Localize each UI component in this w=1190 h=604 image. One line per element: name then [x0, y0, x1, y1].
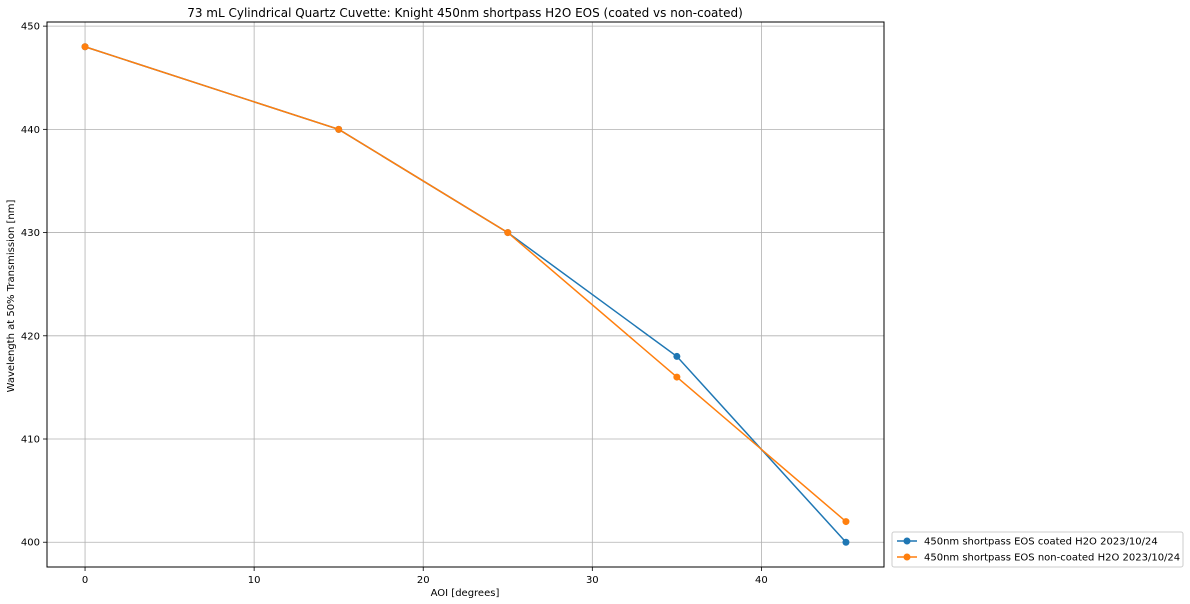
- chart-title: 73 mL Cylindrical Quartz Cuvette: Knight…: [187, 6, 743, 20]
- y-tick-label: 410: [21, 435, 40, 446]
- legend-box: [891, 531, 1184, 568]
- legend-label: 450nm shortpass EOS non-coated H2O 2023/…: [924, 553, 1180, 564]
- series-1-point: [673, 352, 681, 360]
- series-2-point: [842, 518, 850, 526]
- y-tick-label: 450: [21, 22, 40, 33]
- series-2-point: [673, 373, 681, 381]
- legend-swatch-marker: [903, 553, 911, 561]
- series-2-point: [81, 43, 89, 51]
- series-1-point: [842, 538, 850, 546]
- y-tick-label: 440: [21, 125, 40, 136]
- y-tick-label: 430: [21, 228, 40, 239]
- series-line-1: [84, 46, 847, 543]
- x-tick-label: 40: [755, 575, 768, 586]
- y-axis-label: Wavelength at 50% Transmission [nm]: [6, 200, 17, 393]
- legend-label: 450nm shortpass EOS coated H2O 2023/10/2…: [924, 537, 1158, 548]
- axis-ticks: 0 10 20 30 40 400 410 420 430 440 450: [21, 22, 768, 586]
- series-group: [81, 43, 850, 546]
- series-line-2: [84, 46, 847, 523]
- legend-swatch-marker: [903, 537, 911, 545]
- grid: [47, 22, 884, 567]
- x-axis-label: AOI [degrees]: [431, 588, 500, 599]
- series-2-point: [335, 125, 343, 133]
- x-tick-label: 10: [248, 575, 261, 586]
- plot-area: [46, 21, 885, 568]
- x-tick-label: 30: [586, 575, 599, 586]
- legend: 450nm shortpass EOS coated H2O 2023/10/2…: [891, 531, 1184, 568]
- y-tick-label: 400: [21, 538, 40, 549]
- series-2-point: [504, 229, 512, 237]
- x-tick-label: 20: [417, 575, 430, 586]
- y-tick-label: 420: [21, 331, 40, 342]
- x-tick-label: 0: [82, 575, 88, 586]
